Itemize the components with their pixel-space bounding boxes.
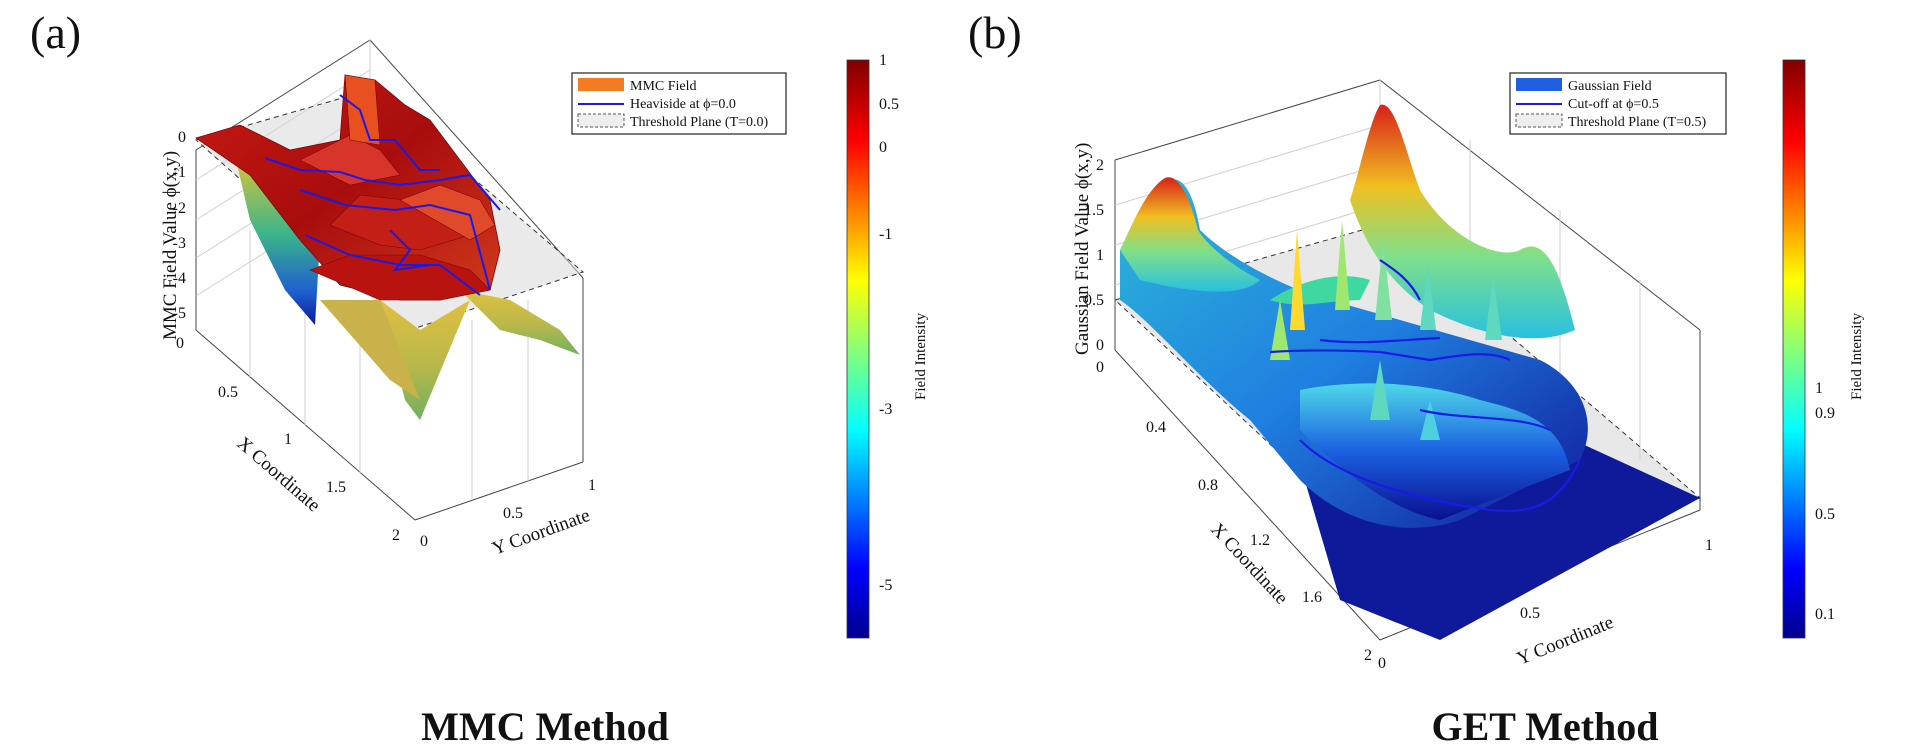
cb-tick: 0 [879, 139, 887, 156]
legend-patch-mmc [578, 78, 624, 91]
z-tick: -2 [173, 200, 186, 217]
x-tick: 0 [176, 335, 184, 352]
cb-tick: 0.1 [1815, 606, 1835, 623]
z-tick: 1 [1096, 247, 1104, 264]
x-tick: 1.5 [326, 479, 346, 496]
x-tick: 0.4 [1146, 419, 1166, 436]
z-tick: 0.5 [1084, 292, 1104, 309]
legend-label: Gaussian Field [1568, 79, 1652, 94]
panel-b-x-ticks: 0 0.4 0.8 1.2 1.6 2 [1096, 359, 1372, 664]
x-tick: 0.8 [1198, 477, 1218, 494]
panel-a-z-label: MMC Field Value ϕ(x,y) [160, 151, 181, 340]
panel-a-z-ticks: 0 -1 -2 -3 -4 -5 [173, 129, 186, 322]
panel-a-x-label: X Coordinate [233, 433, 324, 516]
y-tick: 0 [420, 533, 428, 550]
panel-a-method-label: MMC Method [421, 704, 669, 749]
panel-b-y-ticks: 0 0.5 1 [1378, 537, 1713, 672]
legend-patch-gaussian [1516, 78, 1562, 91]
panel-b-contour [1269, 259, 1581, 512]
panel-a-colorbar: 1 0.5 0 -1 -3 -5 Field Intensity [846, 52, 929, 639]
legend-label: MMC Field [630, 79, 697, 94]
panel-b-legend: Gaussian Field Cut-off at ϕ=0.5 Threshol… [1509, 72, 1727, 135]
y-tick: 0.5 [1520, 605, 1540, 622]
legend-label: Heaviside at ϕ=0.0 [630, 97, 736, 112]
cb-tick: 1 [879, 52, 887, 69]
panel-b-colorbar: 1 0.9 0.5 0.1 Field Intensity [1782, 59, 1865, 639]
panel-b-colorbar-ticks: 1 0.9 0.5 0.1 [1815, 380, 1835, 623]
z-tick: -1 [173, 164, 186, 181]
cb-tick: -5 [879, 577, 892, 594]
y-tick: 1 [1705, 537, 1713, 554]
panel-b-z-label: Gaussian Field Value ϕ(x,y) [1072, 143, 1093, 355]
cb-tick: -1 [879, 226, 892, 243]
cb-tick: 0.5 [1815, 506, 1835, 523]
x-tick: 1.6 [1302, 589, 1322, 606]
panel-a-colorbar-ticks: 1 0.5 0 -1 -3 -5 [879, 52, 899, 594]
x-tick: 0 [1096, 359, 1104, 376]
panel-b-label: (b) [968, 7, 1022, 58]
z-tick: -5 [173, 305, 186, 322]
z-tick: -3 [173, 235, 186, 252]
panel-b-surface [1120, 104, 1588, 528]
x-tick: 0.5 [218, 384, 238, 401]
cb-tick: 1 [1815, 380, 1823, 397]
y-tick: 0.5 [503, 505, 523, 522]
z-tick: 2 [1096, 157, 1104, 174]
panel-a-legend: MMC Field Heaviside at ϕ=0.0 Threshold P… [571, 72, 787, 135]
cb-tick: 0.9 [1815, 405, 1835, 422]
x-tick: 2 [392, 527, 400, 544]
cb-tick: -3 [879, 401, 892, 418]
legend-threshold-box [577, 113, 625, 128]
y-tick: 1 [588, 477, 596, 494]
x-tick: 1.2 [1250, 532, 1270, 549]
panel-a-colorbar-label: Field Intensity [913, 312, 929, 400]
panel-a-x-ticks: 0 0.5 1 1.5 2 [176, 335, 400, 544]
panel-a: (a) [30, 7, 929, 749]
panel-a-label: (a) [30, 7, 81, 58]
panel-b: (b) [968, 7, 1865, 749]
x-tick: 2 [1364, 647, 1372, 664]
panel-b-method-label: GET Method [1431, 704, 1658, 749]
legend-label: Threshold Plane (T=0.0) [630, 115, 768, 130]
legend-label: Threshold Plane (T=0.5) [1568, 115, 1706, 130]
cb-tick: 0.5 [879, 96, 899, 113]
z-tick: 0 [1096, 337, 1104, 354]
panel-a-surface [195, 74, 580, 420]
legend-label: Cut-off at ϕ=0.5 [1568, 97, 1659, 112]
z-tick: -4 [173, 270, 186, 287]
z-tick: 0 [178, 129, 186, 146]
legend-threshold-box [1515, 113, 1563, 128]
panel-a-y-ticks: 0 0.5 1 [420, 477, 596, 550]
y-tick: 0 [1378, 655, 1386, 672]
panel-a-contour [264, 94, 501, 296]
panel-b-colorbar-label: Field Intensity [1849, 312, 1865, 400]
panel-b-z-ticks: 2 1.5 1 0.5 0 [1084, 157, 1104, 354]
x-tick: 1 [284, 431, 292, 448]
z-tick: 1.5 [1084, 202, 1104, 219]
